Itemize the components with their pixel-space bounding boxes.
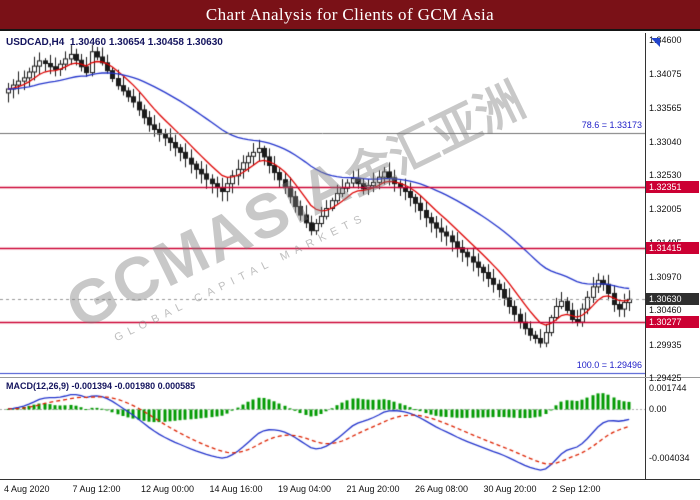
macd-axis-tick: 0.00 bbox=[649, 403, 667, 414]
price-axis-tick: 1.32530 bbox=[649, 170, 682, 181]
price-level-badge-resistance: 1.32351 bbox=[646, 180, 699, 193]
macd-axis-tick: -0.004034 bbox=[649, 452, 690, 463]
price-chart-canvas[interactable] bbox=[0, 33, 645, 378]
window-title-bar: Chart Analysis for Clients of GCM Asia bbox=[0, 0, 700, 31]
indicator-panel-separator[interactable] bbox=[0, 377, 700, 378]
fibonacci-level-label: 100.0 = 1.29496 bbox=[576, 360, 642, 371]
price-axis-tick: 1.33565 bbox=[649, 102, 682, 113]
price-axis-tick: 1.33040 bbox=[649, 136, 682, 147]
price-axis-tick: 1.32005 bbox=[649, 204, 682, 215]
time-axis-separator bbox=[0, 479, 700, 480]
time-axis-label: 4 Aug 2020 bbox=[4, 484, 50, 494]
time-axis-label: 7 Aug 12:00 bbox=[72, 484, 121, 494]
price-axis-tick: 1.29935 bbox=[649, 339, 682, 350]
price-level-badge-current-price: 1.30630 bbox=[646, 293, 699, 306]
price-axis-tick: 1.34075 bbox=[649, 69, 682, 80]
price-axis-tick: 1.29425 bbox=[649, 373, 682, 383]
time-axis-label: 30 Aug 20:00 bbox=[483, 484, 537, 494]
time-axis-label: 19 Aug 04:00 bbox=[278, 484, 332, 494]
price-axis-tick: 1.30970 bbox=[649, 272, 682, 283]
price-axis-separator bbox=[645, 33, 646, 479]
price-axis-tick: 1.30460 bbox=[649, 305, 682, 316]
symbol-timeframe: USDCAD,H4 bbox=[6, 37, 65, 48]
chart-symbol-header: USDCAD,H4 1.30460 1.30654 1.30458 1.3063… bbox=[6, 37, 223, 48]
price-level-badge-resistance: 1.31415 bbox=[646, 242, 699, 255]
window-title: Chart Analysis for Clients of GCM Asia bbox=[205, 4, 495, 24]
price-level-badge-support: 1.30277 bbox=[646, 316, 699, 329]
time-axis-label: 14 Aug 16:00 bbox=[209, 484, 263, 494]
macd-header: MACD(12,26,9) -0.001394 -0.001980 0.0005… bbox=[6, 381, 196, 391]
price-axis-tick: 1.34600 bbox=[649, 35, 682, 45]
time-axis-label: 2 Sep 12:00 bbox=[552, 484, 601, 494]
macd-indicator-canvas[interactable] bbox=[0, 378, 645, 478]
macd-axis-tick: 0.001744 bbox=[649, 382, 687, 393]
ohlc-quotes: 1.30460 1.30654 1.30458 1.30630 bbox=[69, 37, 223, 48]
time-axis-label: 26 Aug 08:00 bbox=[415, 484, 469, 494]
fibonacci-level-label: 78.6 = 1.33173 bbox=[581, 120, 642, 131]
chart-shift-marker-icon[interactable] bbox=[651, 38, 660, 47]
time-axis-label: 12 Aug 00:00 bbox=[141, 484, 195, 494]
time-axis-label: 21 Aug 20:00 bbox=[346, 484, 400, 494]
